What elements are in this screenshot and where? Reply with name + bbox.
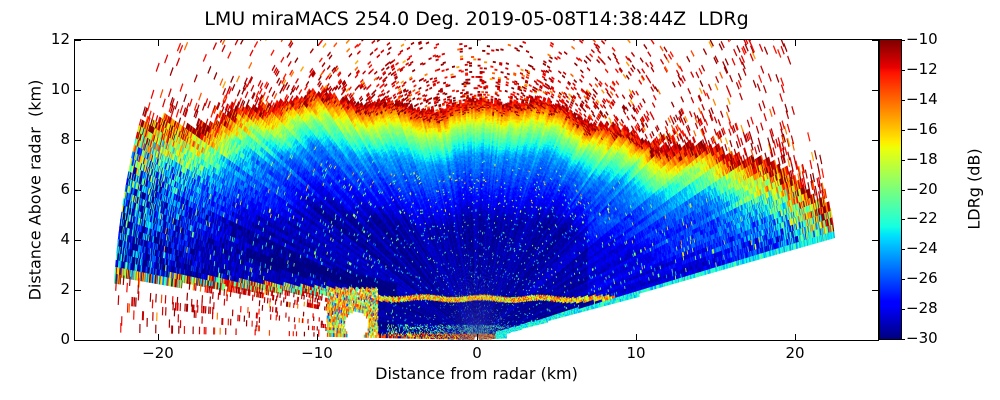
y-tick [75,90,81,91]
y-tick [75,340,81,341]
colorbar-tick-label: −22 [906,209,938,227]
colorbar-tick-label: −16 [906,120,938,138]
colorbar-tick-label: −26 [906,269,938,287]
colorbar-tick-label: −30 [906,329,938,347]
colorbar-tick [901,70,905,71]
y-tick-right [872,290,878,291]
colorbar-tick [901,100,905,101]
y-tick-right [872,340,878,341]
colorbar-gradient-canvas [880,40,901,339]
x-tick-label: 20 [785,344,805,362]
y-tick [75,190,81,191]
y-tick-label: 12 [50,30,70,48]
x-tick-label: −20 [142,344,174,362]
colorbar-tick-label: −20 [906,180,938,198]
y-tick-label: 10 [50,80,70,98]
x-tick-top [636,40,637,46]
x-tick [636,334,637,340]
y-tick-right [872,240,878,241]
x-tick [477,334,478,340]
colorbar-tick [901,339,905,340]
x-tick-label: −10 [301,344,333,362]
colorbar-tick [901,40,905,41]
x-tick-top [477,40,478,46]
x-tick-top [158,40,159,46]
y-tick-label: 4 [60,230,70,248]
colorbar-tick [901,249,905,250]
x-tick-top [795,40,796,46]
radar-heatmap-canvas [75,40,878,340]
plot-area [74,39,879,341]
x-tick-label: 0 [472,344,482,362]
colorbar-tick [901,309,905,310]
colorbar-tick [901,130,905,131]
plot-title: LMU miraMACS 254.0 Deg. 2019-05-08T14:38… [204,8,749,30]
x-axis-label: Distance from radar (km) [375,364,578,383]
x-tick [795,334,796,340]
y-tick [75,140,81,141]
y-tick-label: 8 [60,130,70,148]
x-tick [158,334,159,340]
y-tick-label: 6 [60,180,70,198]
y-tick-label: 2 [60,280,70,298]
colorbar-tick-label: −14 [906,90,938,108]
colorbar-tick [901,190,905,191]
colorbar-tick-label: −10 [906,30,938,48]
y-tick [75,290,81,291]
y-tick-right [872,40,878,41]
x-tick-label: 10 [626,344,646,362]
y-tick [75,40,81,41]
colorbar-tick [901,160,905,161]
colorbar-label: LDRg (dB) [964,148,984,230]
y-tick-right [872,190,878,191]
colorbar-tick [901,219,905,220]
x-tick [317,334,318,340]
colorbar-tick-label: −18 [906,150,938,168]
colorbar-tick-label: −12 [906,60,938,78]
colorbar-tick-label: −24 [906,239,938,257]
y-tick [75,240,81,241]
colorbar-tick-label: −28 [906,299,938,317]
x-tick-top [317,40,318,46]
y-tick-right [872,90,878,91]
y-tick-right [872,140,878,141]
colorbar-tick [901,279,905,280]
colorbar [879,39,902,340]
y-tick-label: 0 [60,330,70,348]
